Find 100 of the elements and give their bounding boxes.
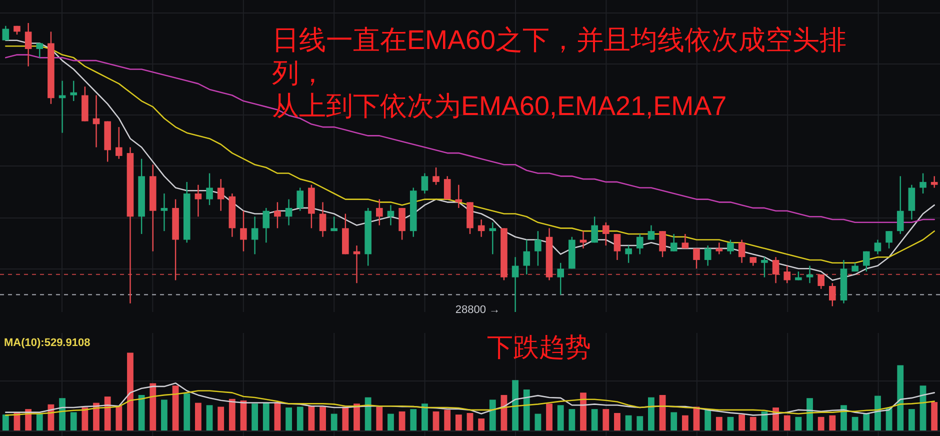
candlestick	[240, 210, 247, 252]
candlestick	[376, 198, 383, 226]
annotation: 下跌趋势	[487, 332, 591, 362]
bar	[727, 416, 734, 431]
bar	[252, 404, 258, 431]
bar	[455, 414, 462, 431]
candlestick	[523, 239, 530, 276]
candlestick	[602, 222, 610, 246]
bar	[364, 397, 372, 431]
annotation: 从上到下依次为EMA60,EMA21,EMA7	[272, 91, 727, 121]
candlestick	[319, 202, 326, 238]
bar	[852, 416, 858, 431]
bar	[534, 414, 542, 431]
candlestick	[330, 216, 338, 232]
bar	[568, 409, 576, 431]
bar	[330, 414, 338, 431]
annotation: 28800 →	[455, 304, 500, 316]
bar	[184, 393, 190, 431]
bar	[308, 406, 315, 431]
bar	[829, 415, 836, 431]
candlestick	[24, 22, 32, 67]
bar	[116, 406, 122, 431]
bar	[478, 418, 485, 431]
candlestick	[489, 222, 496, 255]
bar	[874, 396, 881, 431]
candlestick	[557, 262, 564, 296]
chart-title: MA(10):529.9108	[4, 337, 90, 349]
candlestick	[206, 172, 213, 206]
bar	[82, 408, 88, 431]
bar	[636, 416, 644, 431]
bar	[354, 404, 360, 431]
candlestick	[761, 256, 768, 278]
bar	[444, 410, 451, 431]
candlestick	[36, 42, 44, 58]
bar	[489, 400, 496, 431]
bar	[59, 398, 66, 431]
candlestick	[274, 202, 281, 229]
candlestick	[693, 248, 700, 270]
candlestick	[625, 244, 632, 264]
bar	[70, 412, 77, 431]
bar	[648, 397, 654, 431]
candlestick	[432, 166, 440, 186]
candlestick	[896, 176, 904, 235]
bar	[262, 402, 270, 431]
bar	[286, 408, 292, 431]
candlestick	[398, 207, 406, 240]
bar	[228, 398, 236, 431]
candlestick	[194, 184, 202, 218]
candlestick	[670, 233, 678, 252]
bar	[931, 402, 938, 431]
candlestick	[116, 126, 122, 160]
bar	[138, 394, 145, 431]
candlestick	[387, 204, 394, 226]
candlestick	[444, 176, 451, 200]
bar	[206, 405, 213, 431]
candlestick	[772, 256, 780, 284]
bar	[738, 414, 746, 431]
candlestick	[262, 207, 270, 244]
bar	[580, 392, 586, 431]
candlestick	[614, 233, 621, 261]
candlestick	[806, 265, 814, 284]
bar	[422, 404, 428, 431]
bar	[557, 405, 564, 431]
candlestick	[2, 25, 10, 41]
bar	[150, 383, 156, 431]
bar	[296, 406, 304, 431]
bar	[342, 406, 349, 431]
bar	[716, 416, 722, 431]
bar	[398, 411, 406, 431]
bar	[466, 412, 474, 431]
annotation: 日线一直在EMA60之下，并且均线依次成空头排列，	[272, 25, 847, 88]
bar	[523, 390, 530, 431]
candlestick	[886, 230, 892, 250]
candlestick	[908, 184, 916, 220]
bar	[840, 405, 847, 431]
bar	[104, 396, 111, 431]
bar	[376, 406, 383, 431]
candlestick	[296, 187, 304, 212]
candlestick	[920, 172, 926, 194]
bar	[670, 412, 678, 431]
bar	[93, 402, 100, 431]
candlestick	[160, 192, 168, 232]
bar	[750, 416, 756, 431]
bar	[410, 409, 417, 431]
bar	[863, 412, 870, 431]
candlestick	[92, 94, 100, 148]
bar	[897, 365, 904, 431]
bar	[602, 409, 610, 431]
bar	[546, 404, 552, 431]
bar	[704, 409, 712, 431]
candlestick	[784, 265, 791, 284]
bar	[908, 409, 915, 431]
candlestick	[829, 282, 836, 307]
candlestick	[738, 239, 746, 264]
bar	[172, 386, 179, 431]
candlestick	[285, 198, 292, 226]
bar	[795, 416, 802, 431]
candlestick	[478, 218, 485, 238]
candlestick	[217, 178, 224, 212]
bar	[36, 414, 43, 431]
